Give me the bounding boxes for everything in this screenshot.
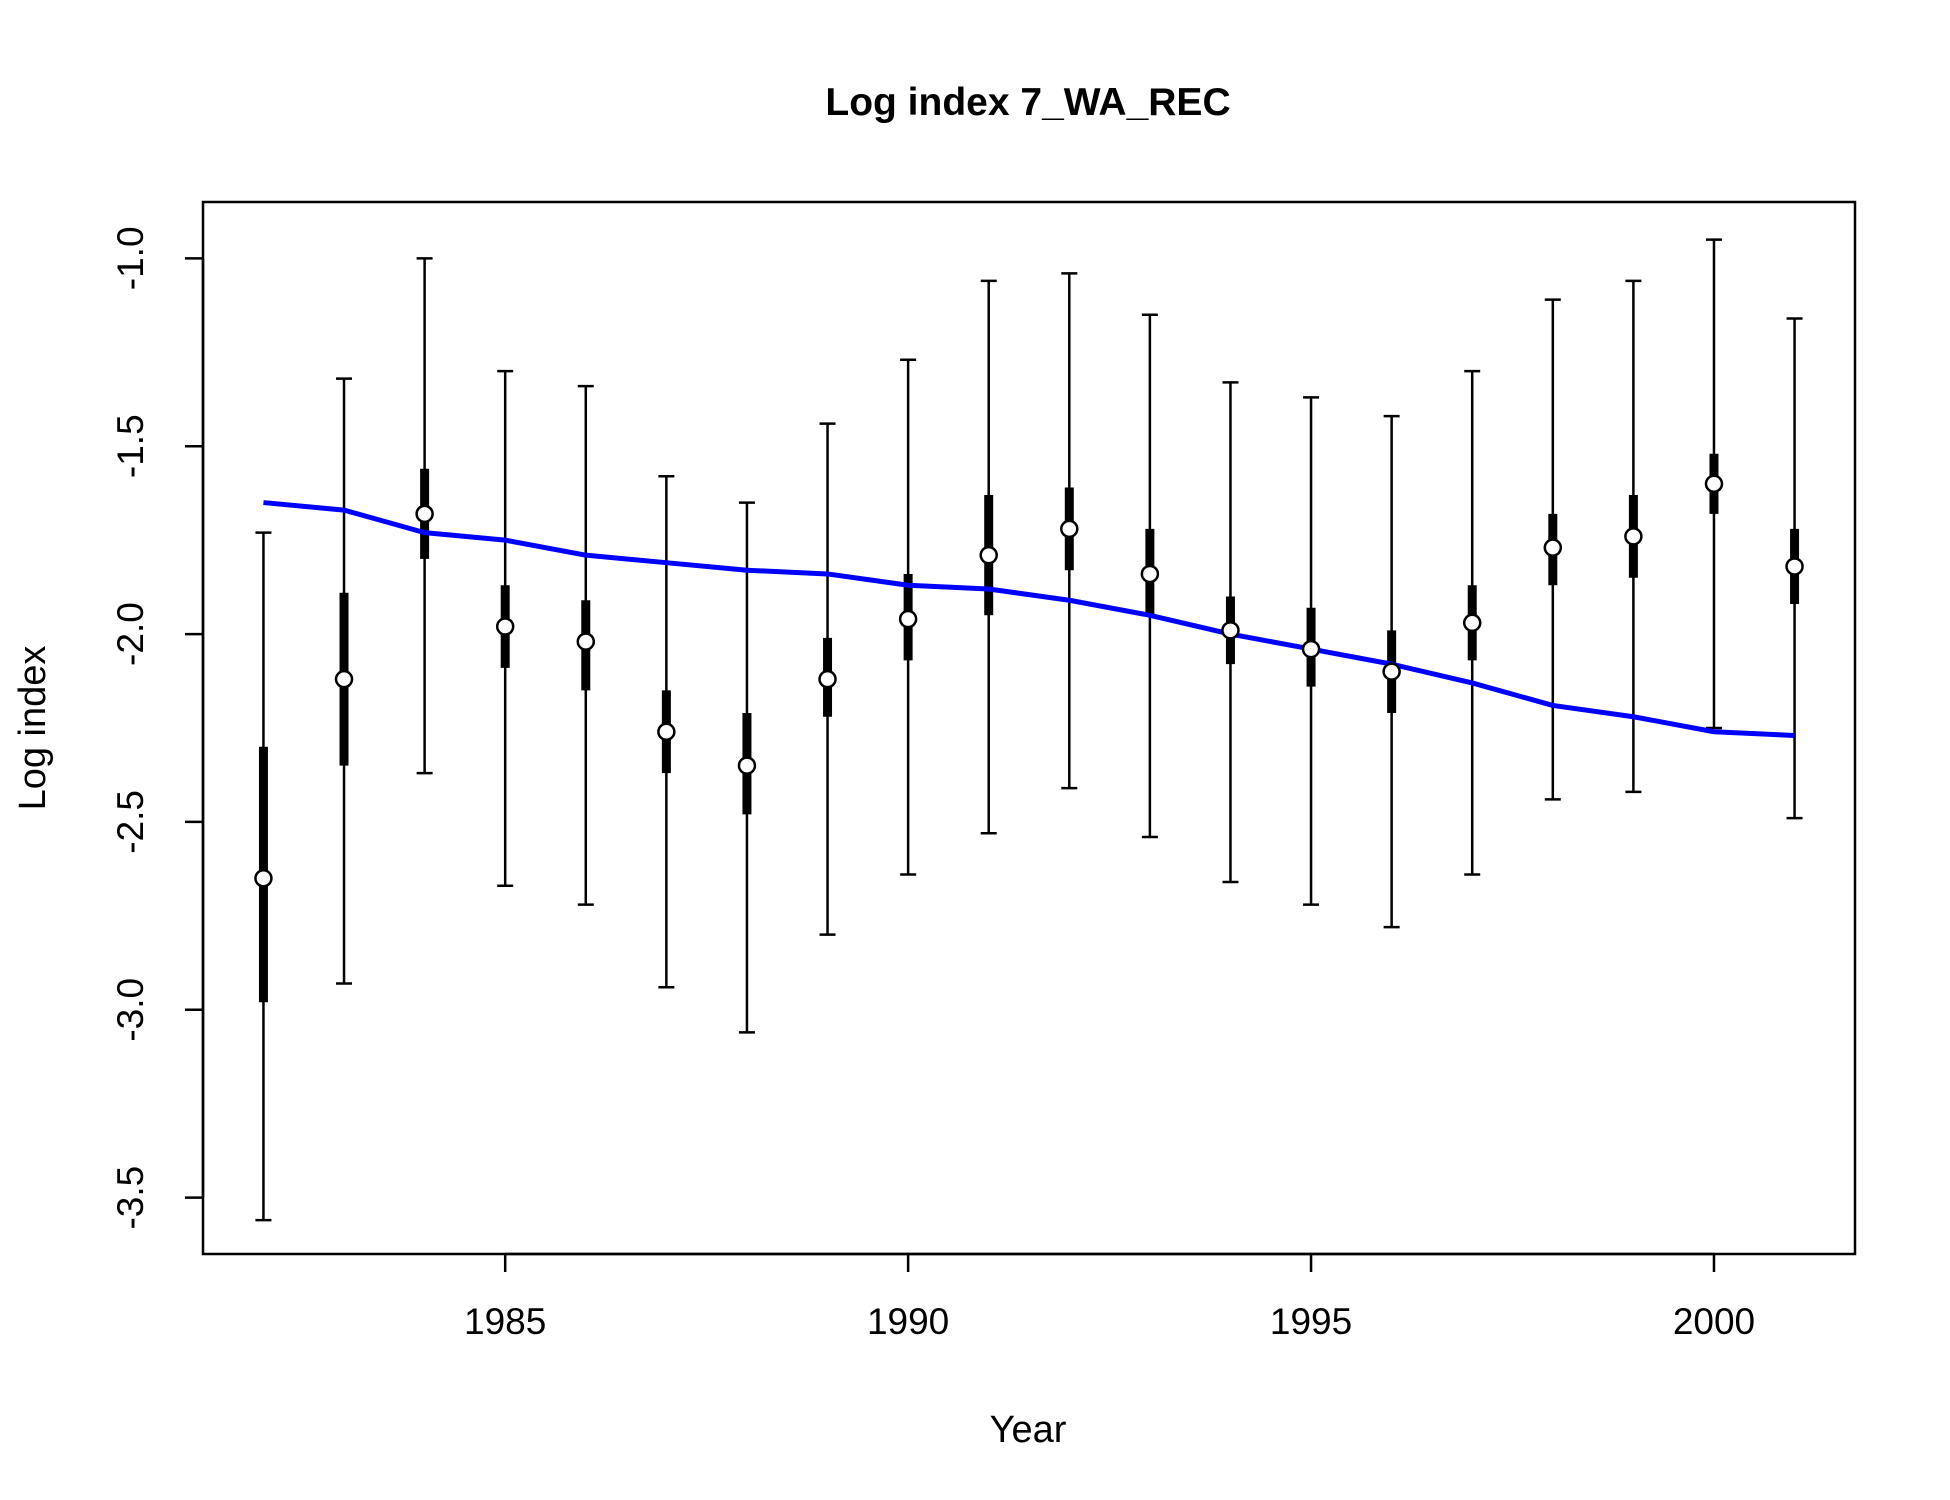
- y-axis-label: Log index: [12, 646, 54, 811]
- observed-point: [495, 617, 515, 636]
- x-tick-label: 1985: [464, 1301, 546, 1342]
- observed-point: [1221, 621, 1240, 640]
- observed-point: [334, 669, 354, 689]
- y-tick-label: -2.0: [110, 602, 151, 666]
- chart-title: Log index 7_WA_REC: [825, 81, 1230, 124]
- y-axis: -3.5 -3.0 -2.5 -2.0 -1.5 -1.0: [110, 226, 205, 1230]
- x-tick-label: 1995: [1270, 1301, 1352, 1342]
- observed-points: [254, 474, 1804, 888]
- y-tick-label: -1.0: [110, 226, 151, 290]
- observed-point: [254, 869, 273, 888]
- observed-point: [1060, 519, 1079, 539]
- observed-point: [1301, 639, 1321, 659]
- x-tick-label: 1990: [867, 1301, 949, 1342]
- observed-point: [657, 722, 676, 742]
- observed-point: [818, 669, 837, 689]
- plot-frame: [201, 200, 1857, 1256]
- observed-point: [1382, 662, 1401, 681]
- expected-line-group: [263, 500, 1795, 739]
- observed-point: [1543, 538, 1563, 557]
- observed-point: [898, 609, 918, 629]
- y-tick-label: -2.5: [110, 790, 151, 854]
- observed-point: [1140, 564, 1160, 584]
- observed-point: [415, 504, 434, 524]
- y-tick-label: -3.5: [110, 1166, 151, 1230]
- observed-point: [979, 545, 998, 565]
- error-bars: [255, 238, 1803, 1222]
- observed-point: [1704, 474, 1724, 494]
- y-tick-label: -1.5: [110, 414, 151, 478]
- y-tick-label: -3.0: [110, 978, 151, 1042]
- x-axis-label: Year: [990, 1409, 1067, 1451]
- observed-point: [737, 756, 757, 775]
- observed-point: [576, 632, 596, 651]
- x-axis: 1985 1990 1995 2000: [464, 1252, 1755, 1342]
- expected-line: [263, 500, 1795, 739]
- x-tick-label: 2000: [1673, 1301, 1755, 1342]
- observed-point: [1462, 613, 1482, 633]
- observed-point: [1624, 527, 1643, 546]
- observed-point: [1785, 557, 1804, 576]
